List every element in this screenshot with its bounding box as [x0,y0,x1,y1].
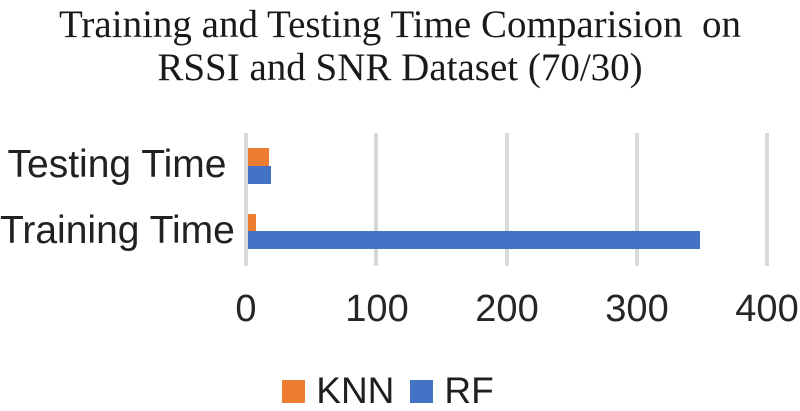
gridline-400 [765,133,769,266]
plot-area [244,133,769,266]
legend: KNN RF [0,370,788,411]
legend-label-rf: RF [444,370,494,411]
category-label-training-time: Training Time [0,209,235,252]
x-tick-0: 0 [235,288,257,330]
legend-item-rf: RF [410,370,494,411]
category-label-testing-time: Testing Time [7,143,227,186]
legend-item-knn: KNN [282,370,394,411]
x-tick-300: 300 [605,288,669,330]
chart-title-line-2: RSSI and SNR Dataset (70/30) [157,46,643,89]
bar-knn-training-time [248,214,256,231]
x-tick-400: 400 [735,288,799,330]
x-tick-100: 100 [345,288,409,330]
gridline-200 [504,133,509,266]
legend-swatch-knn [282,379,306,403]
legend-label-knn: KNN [316,370,395,411]
bar-rf-training-time [248,231,700,249]
bar-rf-testing-time [248,166,272,184]
gridline-0 [244,133,248,266]
bar-knn-testing-time [248,148,269,166]
x-tick-200: 200 [475,288,539,330]
gridline-300 [634,133,639,266]
gridline-100 [374,133,379,266]
legend-swatch-rf [410,379,434,403]
chart-title-line-1: Training and Testing Time Comparision on [58,3,741,46]
chart-title: Training and Testing Time Comparision on… [0,3,800,89]
